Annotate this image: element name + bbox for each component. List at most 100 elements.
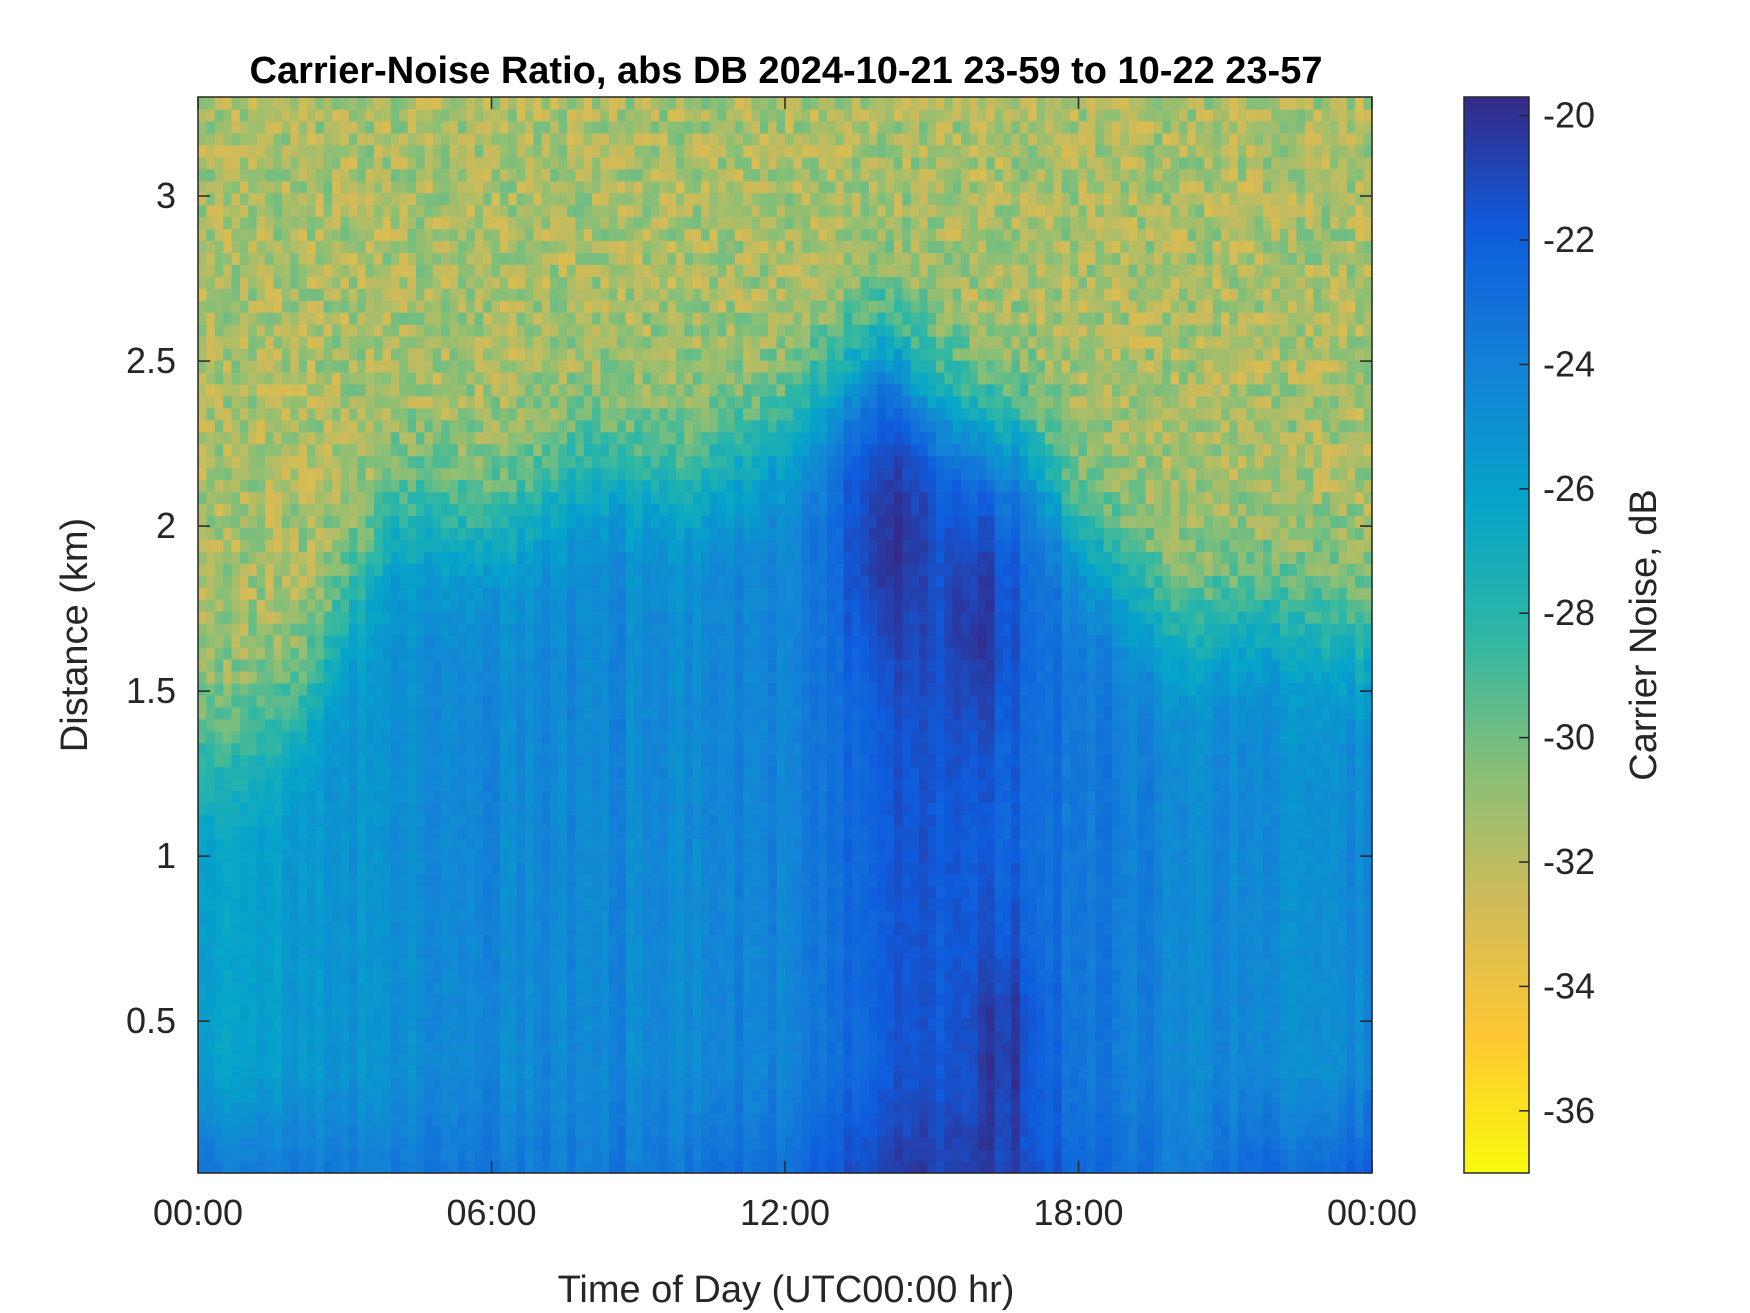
heatmap-cell bbox=[659, 790, 669, 803]
heatmap-cell bbox=[390, 491, 400, 505]
heatmap-cell bbox=[206, 862, 216, 875]
heatmap-cell bbox=[399, 981, 409, 995]
heatmap-cell bbox=[583, 527, 593, 540]
heatmap-cell bbox=[516, 252, 526, 265]
heatmap-cell bbox=[248, 957, 258, 971]
heatmap-cell bbox=[206, 730, 216, 744]
heatmap-cell bbox=[499, 395, 509, 409]
heatmap-cell bbox=[508, 108, 518, 122]
heatmap-cell bbox=[407, 360, 417, 373]
heatmap-cell bbox=[307, 635, 316, 648]
heatmap-cell bbox=[516, 551, 526, 564]
heatmap-cell bbox=[432, 742, 442, 756]
heatmap-cell bbox=[541, 898, 551, 911]
heatmap-cell bbox=[407, 1077, 417, 1090]
heatmap-cell bbox=[323, 168, 333, 182]
heatmap-cell bbox=[248, 611, 258, 624]
heatmap-cell bbox=[365, 336, 375, 349]
heatmap-cell bbox=[483, 216, 493, 230]
heatmap-cell bbox=[625, 264, 635, 277]
heatmap-cell bbox=[566, 1041, 576, 1055]
heatmap-cell bbox=[625, 802, 635, 815]
heatmap-cell bbox=[558, 909, 568, 923]
heatmap-cell bbox=[298, 754, 308, 768]
heatmap-cell bbox=[558, 862, 568, 875]
heatmap-cell bbox=[206, 431, 216, 445]
heatmap-cell bbox=[499, 216, 509, 230]
heatmap-cell bbox=[340, 969, 350, 983]
heatmap-cell bbox=[281, 539, 291, 552]
heatmap-cell bbox=[566, 706, 576, 720]
heatmap-cell bbox=[214, 156, 224, 170]
heatmap-cell bbox=[239, 1053, 249, 1066]
heatmap-cell bbox=[223, 778, 233, 792]
heatmap-cell bbox=[508, 1029, 518, 1043]
heatmap-cell bbox=[600, 814, 610, 827]
heatmap-cell bbox=[466, 957, 476, 971]
heatmap-cell bbox=[592, 264, 602, 277]
heatmap-cell bbox=[340, 1125, 350, 1138]
heatmap-cell bbox=[608, 658, 618, 672]
heatmap-cell bbox=[357, 108, 367, 122]
heatmap-cell bbox=[592, 216, 602, 230]
heatmap-cell bbox=[592, 730, 602, 744]
heatmap-cell bbox=[508, 348, 518, 361]
heatmap-cell bbox=[382, 599, 392, 612]
heatmap-cell bbox=[457, 682, 467, 696]
heatmap-cell bbox=[457, 623, 467, 636]
heatmap-cell bbox=[374, 814, 384, 827]
heatmap-cell bbox=[558, 1005, 568, 1019]
heatmap-cell bbox=[323, 754, 333, 768]
heatmap-cell bbox=[374, 467, 384, 481]
heatmap-cell bbox=[273, 623, 283, 636]
heatmap-cell bbox=[231, 1089, 241, 1102]
heatmap-cell bbox=[533, 646, 543, 660]
heatmap-cell bbox=[600, 479, 610, 493]
heatmap-cell bbox=[432, 921, 442, 935]
heatmap-cell bbox=[315, 575, 325, 588]
heatmap-cell bbox=[248, 1017, 258, 1031]
heatmap-cell bbox=[508, 419, 518, 433]
heatmap-cell bbox=[332, 658, 342, 672]
heatmap-cell bbox=[617, 132, 627, 146]
heatmap-cell bbox=[600, 336, 610, 349]
heatmap-cell bbox=[575, 108, 585, 122]
heatmap-cell bbox=[449, 395, 459, 409]
heatmap-cell bbox=[659, 945, 669, 959]
heatmap-cell bbox=[525, 443, 535, 457]
heatmap-cell bbox=[642, 228, 652, 242]
heatmap-cell bbox=[457, 730, 467, 744]
heatmap-cell bbox=[457, 527, 467, 540]
heatmap-cell bbox=[323, 658, 333, 672]
heatmap-cell bbox=[566, 886, 576, 899]
heatmap-cell bbox=[382, 252, 392, 265]
heatmap-cell bbox=[265, 479, 275, 493]
heatmap-cell bbox=[348, 730, 358, 744]
heatmap-cell bbox=[575, 945, 585, 959]
heatmap-cell bbox=[290, 383, 300, 397]
heatmap-cell bbox=[348, 336, 358, 349]
heatmap-cell bbox=[198, 419, 207, 433]
heatmap-cell bbox=[483, 503, 493, 517]
heatmap-cell bbox=[608, 479, 618, 493]
heatmap-cell bbox=[525, 120, 535, 134]
heatmap-cell bbox=[374, 862, 384, 875]
heatmap-cell bbox=[499, 192, 509, 206]
heatmap-cell bbox=[307, 838, 316, 851]
heatmap-cell bbox=[474, 862, 484, 875]
heatmap-cell bbox=[307, 108, 316, 122]
heatmap-cell bbox=[575, 1005, 585, 1019]
heatmap-cell bbox=[265, 694, 275, 708]
heatmap-cell bbox=[508, 599, 518, 612]
heatmap-cell bbox=[365, 252, 375, 265]
heatmap-cell bbox=[525, 886, 535, 899]
heatmap-cell bbox=[265, 1005, 275, 1019]
heatmap-cell bbox=[634, 933, 644, 947]
heatmap-cell bbox=[608, 874, 618, 887]
heatmap-cell bbox=[625, 933, 635, 947]
heatmap-cell bbox=[281, 360, 291, 373]
heatmap-cell bbox=[558, 623, 568, 636]
heatmap-cell bbox=[256, 599, 266, 612]
heatmap-cell bbox=[634, 611, 644, 624]
heatmap-cell bbox=[575, 778, 585, 792]
